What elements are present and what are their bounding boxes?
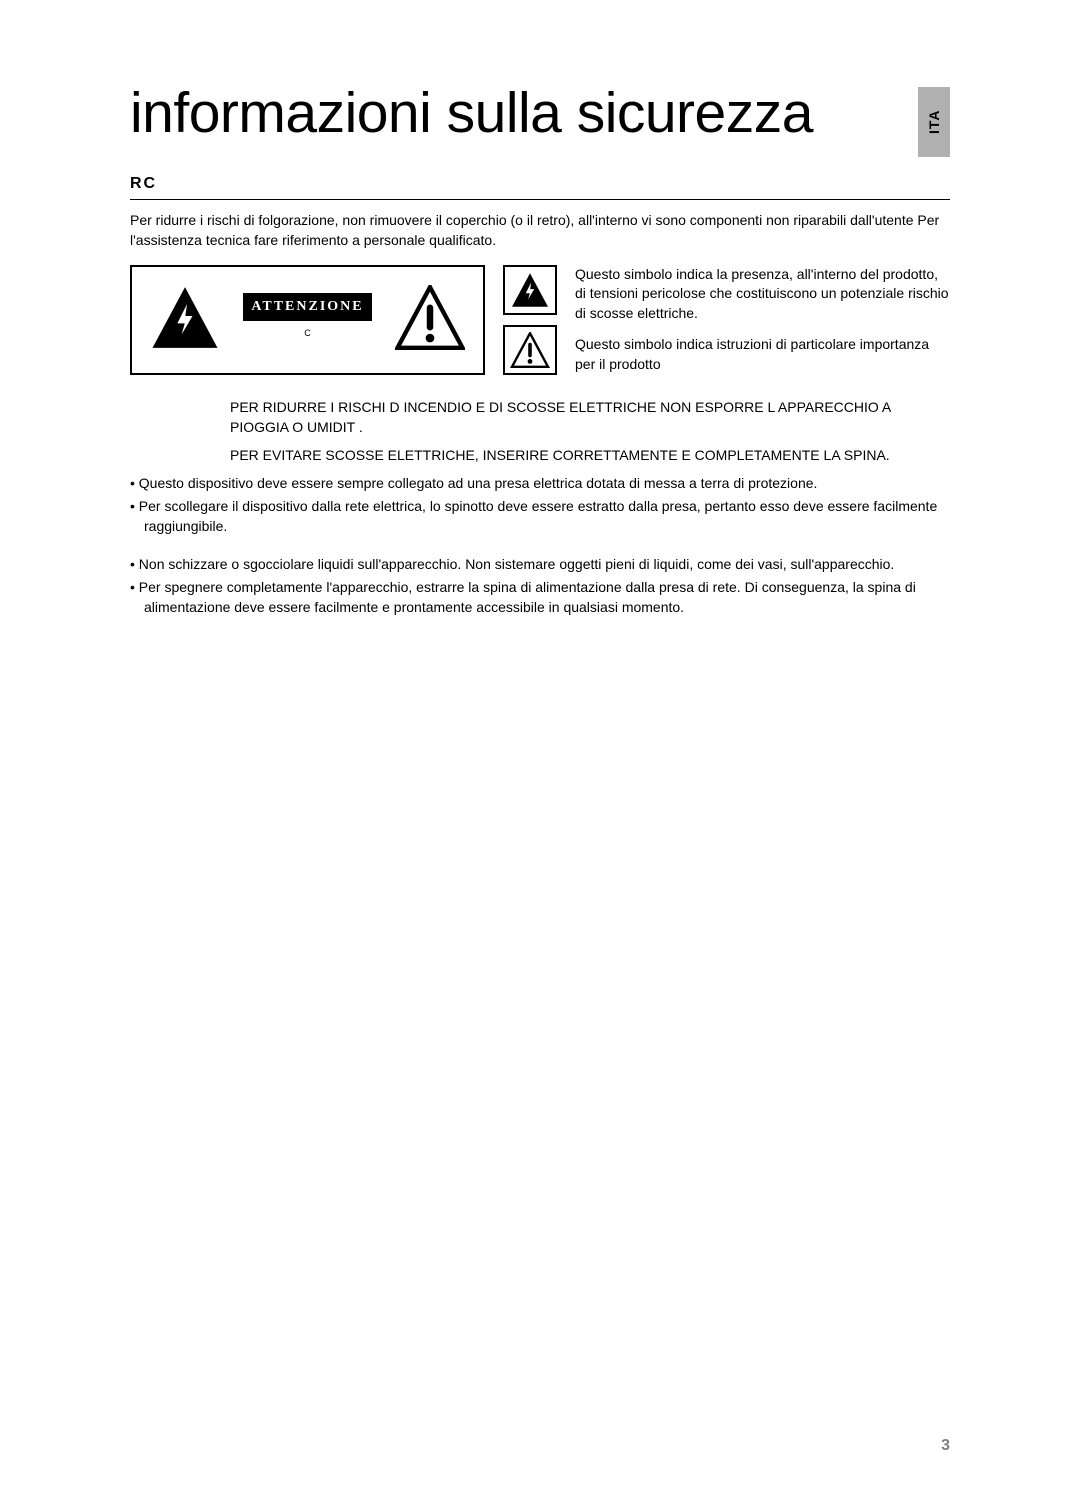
lightning-icon <box>510 272 550 308</box>
block2-text: PER EVITARE SCOSSE ELETTRICHE, INSERIRE … <box>230 445 950 465</box>
exclaim-icon <box>395 285 465 355</box>
warning-row: ATTENZIONE C Questo simbolo indica la pr… <box>130 265 950 375</box>
title-row: informazioni sulla sicurezza ITA <box>130 85 950 157</box>
page-title: informazioni sulla sicurezza <box>130 85 908 142</box>
language-tab: ITA <box>918 87 950 157</box>
lightning-icon <box>150 285 220 355</box>
list-item: Per scollegare il dispositivo dalla rete… <box>130 496 950 537</box>
caution-sub1: C <box>243 327 371 341</box>
symbol-icons-column <box>503 265 557 375</box>
bullet-list-1: Questo dispositivo deve essere sempre co… <box>130 473 950 536</box>
block1-label <box>130 397 222 438</box>
caution-box: ATTENZIONE C <box>130 265 485 375</box>
exclaim-icon <box>510 332 550 368</box>
block1-text: PER RIDURRE I RISCHI D INCENDIO E DI SCO… <box>230 397 950 438</box>
list-item: Per spegnere completamente l'apparecchio… <box>130 577 950 618</box>
block2-label <box>130 445 222 465</box>
lightning-small-box <box>503 265 557 315</box>
warning-block-1: PER RIDURRE I RISCHI D INCENDIO E DI SCO… <box>130 397 950 438</box>
list-item: Non schizzare o sgocciolare liquidi sull… <box>130 554 950 574</box>
section-heading: RC <box>130 175 950 193</box>
bullet-list-2: Non schizzare o sgocciolare liquidi sull… <box>130 554 950 617</box>
caution-text-block: ATTENZIONE C <box>239 293 375 347</box>
intro-text: Per ridurre i rischi di folgorazione, no… <box>130 210 950 251</box>
page-container: informazioni sulla sicurezza ITA RC Per … <box>0 0 1080 679</box>
caution-header: ATTENZIONE <box>243 293 371 321</box>
page-number: 3 <box>941 1437 950 1455</box>
exclaim-desc: Questo simbolo indica istruzioni di part… <box>575 335 950 374</box>
list-item: Questo dispositivo deve essere sempre co… <box>130 473 950 493</box>
symbol-desc-column: Questo simbolo indica la presenza, all'i… <box>575 265 950 375</box>
exclaim-small-box <box>503 325 557 375</box>
warning-block-2: PER EVITARE SCOSSE ELETTRICHE, INSERIRE … <box>130 445 950 465</box>
lightning-desc: Questo simbolo indica la presenza, all'i… <box>575 265 950 324</box>
section-rule <box>130 199 950 200</box>
